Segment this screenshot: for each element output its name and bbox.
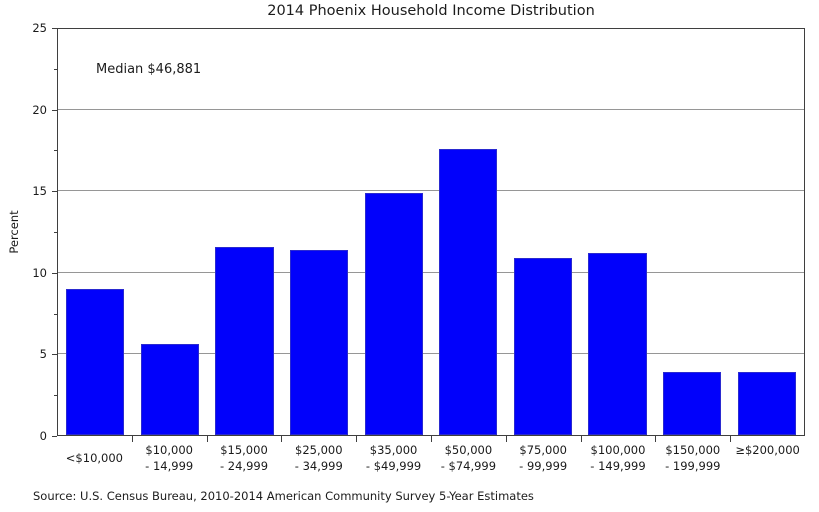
x-tick [506,436,507,442]
chart-title: 2014 Phoenix Household Income Distributi… [267,3,595,19]
y-tick [52,354,57,355]
x-tick-label-line: $75,000 [519,443,567,457]
x-tick-label: $35,000- $49,999 [356,443,431,474]
x-tick-label-line: $150,000 [665,443,721,457]
x-tick [356,436,357,442]
bar [737,371,796,435]
y-minor-tick [54,69,57,70]
x-tick-label-line: $100,000 [590,443,646,457]
x-tick-label-line: - 199,999 [665,458,721,473]
x-tick-label: $50,000- $74,999 [431,443,506,474]
y-tick [52,191,57,192]
x-tick-label: ≥$200,000 [730,443,805,459]
x-tick-label-line: - 14,999 [145,458,194,473]
x-tick-label-line: $15,000 [220,443,268,457]
x-tick [207,436,208,442]
x-tick [730,436,731,442]
y-axis-title: Percent [7,210,21,254]
bar [588,253,647,435]
x-tick-label: $100,000- 149,999 [581,443,656,474]
y-minor-tick [54,314,57,315]
y-tick [52,28,57,29]
y-tick [52,273,57,274]
bar [364,193,423,435]
bar [140,344,199,435]
x-tick-label: $15,000- 24,999 [207,443,282,474]
gridline [58,190,804,192]
source-note: Source: U.S. Census Bureau, 2010-2014 Am… [33,489,534,503]
x-tick-label-line: <$10,000 [65,451,123,465]
x-tick-label-line: - 149,999 [590,458,646,473]
x-tick-label: $150,000- 199,999 [655,443,730,474]
bar [513,257,572,435]
gridline [58,271,804,273]
bar [66,288,125,435]
x-tick [132,436,133,442]
x-tick-label-line: $25,000 [295,443,343,457]
bar [439,149,498,435]
median-annotation: Median $46,881 [96,62,202,77]
y-minor-tick [54,232,57,233]
y-tick-label: 0 [39,429,47,443]
x-tick-label: $25,000- 34,999 [281,443,356,474]
gridline [58,109,804,111]
x-tick-label: <$10,000 [57,451,132,467]
x-tick [581,436,582,442]
x-tick-label-line: ≥$200,000 [735,443,800,457]
y-minor-tick [54,395,57,396]
x-tick-label-line: - 34,999 [294,458,343,473]
y-tick [52,110,57,111]
y-tick-label: 15 [32,184,47,198]
y-tick-label: 5 [39,347,47,361]
x-tick-label-line: - 24,999 [219,458,269,473]
y-tick-label: 10 [32,266,47,280]
x-tick-label-line: $50,000 [444,443,493,457]
x-tick-label-line: $10,000 [145,443,193,457]
x-tick [655,436,656,442]
y-tick-label: 25 [32,21,47,35]
plot-area [57,28,805,436]
bar [290,249,349,435]
y-tick-label: 20 [32,103,47,117]
x-tick-label-line: - $74,999 [440,458,497,473]
y-minor-tick [54,150,57,151]
x-tick-label-line: - $49,999 [365,458,422,473]
x-tick-label: $75,000- 99,999 [506,443,581,474]
x-tick-label-line: $35,000 [369,443,418,457]
x-tick-label: $10,000- 14,999 [132,443,207,474]
y-tick [52,436,57,437]
x-tick-label-line: - 99,999 [519,458,568,473]
x-tick [431,436,432,442]
bar [215,246,274,435]
bar [663,371,722,435]
gridline [58,352,804,354]
x-tick [281,436,282,442]
